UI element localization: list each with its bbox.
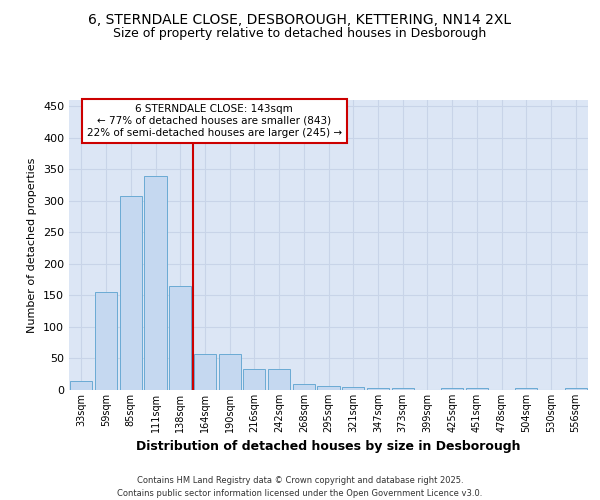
Bar bbox=[243, 369, 265, 390]
Bar bbox=[392, 388, 414, 390]
Bar bbox=[441, 388, 463, 390]
Text: Contains HM Land Registry data © Crown copyright and database right 2025.
Contai: Contains HM Land Registry data © Crown c… bbox=[118, 476, 482, 498]
Bar bbox=[95, 292, 117, 390]
X-axis label: Distribution of detached houses by size in Desborough: Distribution of detached houses by size … bbox=[136, 440, 521, 454]
Bar bbox=[466, 388, 488, 390]
Bar bbox=[194, 354, 216, 390]
Bar bbox=[367, 388, 389, 390]
Bar bbox=[169, 286, 191, 390]
Y-axis label: Number of detached properties: Number of detached properties bbox=[28, 158, 37, 332]
Text: Size of property relative to detached houses in Desborough: Size of property relative to detached ho… bbox=[113, 28, 487, 40]
Bar bbox=[268, 369, 290, 390]
Bar bbox=[515, 388, 538, 390]
Bar bbox=[119, 196, 142, 390]
Text: 6, STERNDALE CLOSE, DESBOROUGH, KETTERING, NN14 2XL: 6, STERNDALE CLOSE, DESBOROUGH, KETTERIN… bbox=[88, 12, 512, 26]
Text: 6 STERNDALE CLOSE: 143sqm
← 77% of detached houses are smaller (843)
22% of semi: 6 STERNDALE CLOSE: 143sqm ← 77% of detac… bbox=[87, 104, 342, 138]
Bar bbox=[145, 176, 167, 390]
Bar bbox=[317, 386, 340, 390]
Bar bbox=[70, 380, 92, 390]
Bar bbox=[342, 387, 364, 390]
Bar bbox=[565, 388, 587, 390]
Bar bbox=[293, 384, 315, 390]
Bar bbox=[218, 354, 241, 390]
